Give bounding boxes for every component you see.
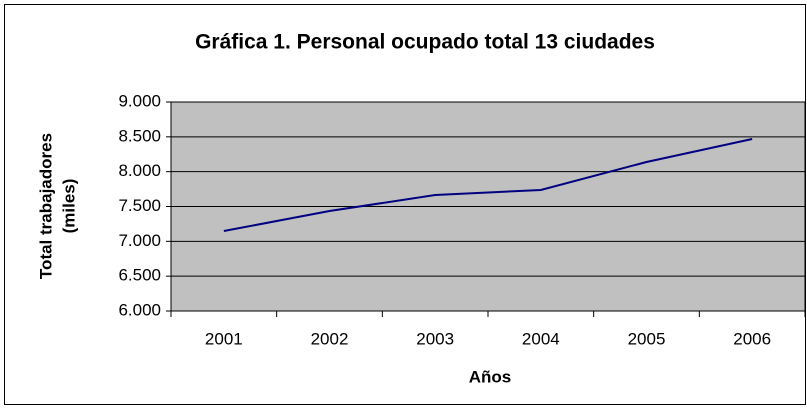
- y-axis-title: (miles): [59, 179, 78, 234]
- y-tick-label: 6.000: [118, 300, 161, 319]
- y-tick-label: 8.500: [118, 126, 161, 145]
- y-tick-label: 8.000: [118, 161, 161, 180]
- x-tick-label: 2005: [628, 329, 666, 348]
- x-axis-title: Años: [469, 367, 512, 386]
- y-tick-label: 7.500: [118, 196, 161, 215]
- chart-title: Gráfica 1. Personal ocupado total 13 ciu…: [195, 31, 655, 54]
- y-tick-label: 6.500: [118, 266, 161, 285]
- x-tick-label: 2002: [311, 329, 349, 348]
- y-tick-label: 9.000: [118, 91, 161, 110]
- y-tick-label: 7.000: [118, 231, 161, 250]
- x-tick-label: 2001: [205, 329, 243, 348]
- data-line: [223, 138, 753, 233]
- y-axis-title: Total trabajadores: [36, 133, 55, 279]
- x-tick-label: 2006: [733, 329, 771, 348]
- x-tick-label: 2003: [416, 329, 454, 348]
- x-tick-label: 2004: [522, 329, 560, 348]
